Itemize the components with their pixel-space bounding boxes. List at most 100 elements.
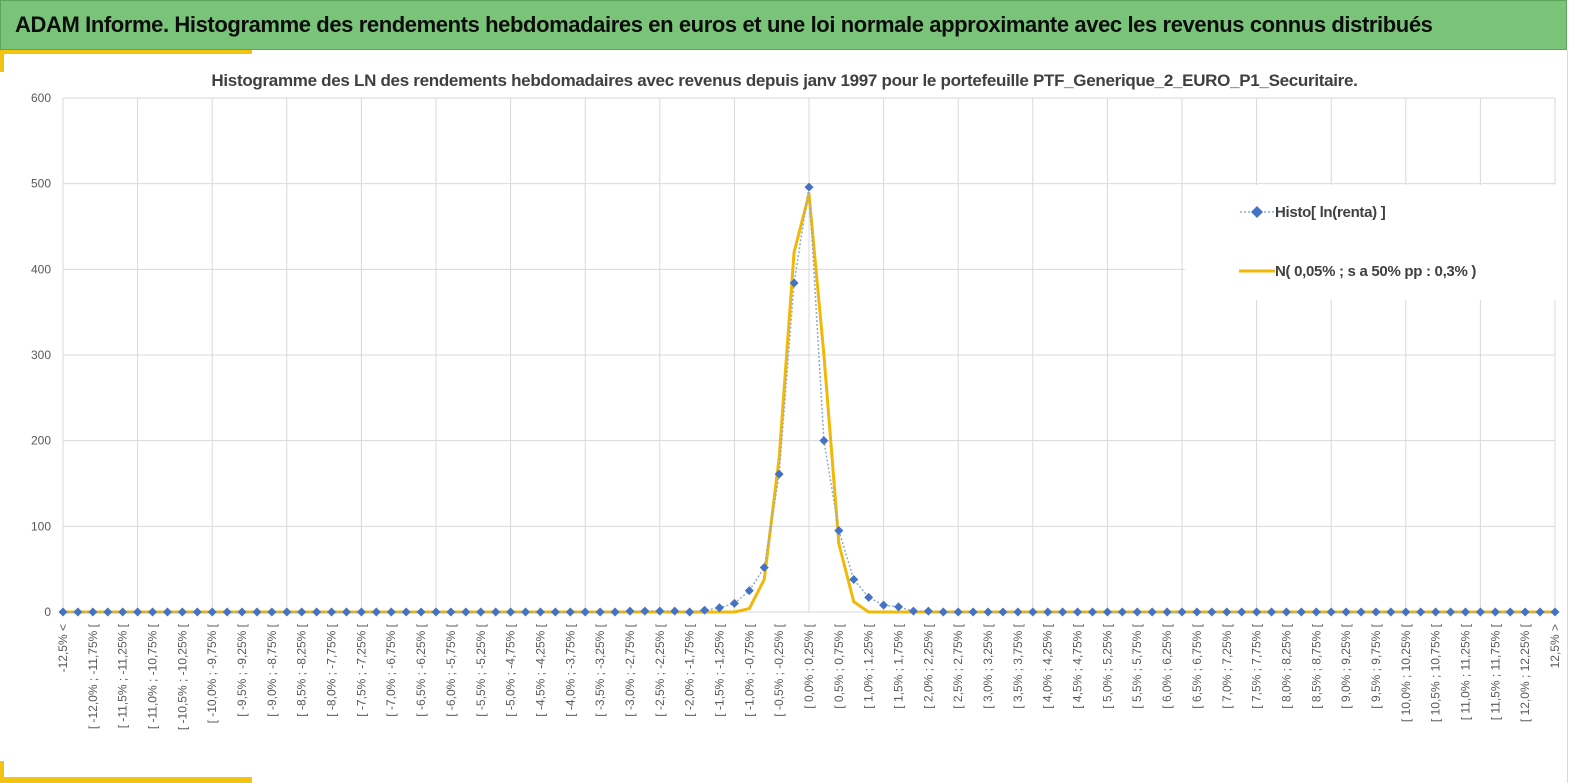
data-point-histo [192,607,202,617]
data-point-histo [401,607,411,617]
data-point-histo [1371,607,1381,617]
data-point-histo [1281,607,1291,617]
x-tick-label: [ 7,0% ; 7,25% [ [1220,623,1234,708]
x-tick-label: [ 1,5% ; 1,75% [ [892,623,906,708]
data-point-histo [327,607,337,617]
data-point-histo [476,607,486,617]
x-tick-label: [ -3,5% ; -3,25% [ [593,623,607,716]
data-point-histo [1073,607,1083,617]
data-point-histo [849,574,859,584]
x-tick-label: [ 5,5% ; 5,75% [ [1130,623,1144,708]
accent-corner-bottom [0,761,4,783]
data-point-histo [237,607,247,617]
x-tick-label: [ 6,0% ; 6,25% [ [1160,623,1174,708]
x-tick-label: [ -5,5% ; -5,25% [ [474,623,488,716]
legend-item-normal: N( 0,05% ; s a 50% pp : 0,3% ) [1185,261,1476,281]
data-point-histo [1192,607,1202,617]
data-point-histo [386,607,396,617]
data-point-histo [1386,607,1396,617]
data-point-histo [371,607,381,617]
data-point-histo [1222,607,1232,617]
data-point-histo [998,607,1008,617]
data-point-histo [1341,607,1351,617]
data-point-histo [759,562,769,572]
x-tick-label: [ 0,0% ; 0,25% [ [802,623,816,708]
data-point-histo [73,607,83,617]
data-point-histo [103,607,113,617]
data-point-histo [714,603,724,613]
chart-title: Histogramme des LN des rendements hebdom… [211,71,1358,90]
x-tick-label: [ -6,5% ; -6,25% [ [414,623,428,716]
data-point-histo [1177,607,1187,617]
x-tick-label: [ -7,0% ; -6,75% [ [384,623,398,716]
data-point-histo [1520,607,1530,617]
data-point-histo [1147,607,1157,617]
x-tick-label: [ 3,5% ; 3,75% [ [1011,623,1025,708]
data-point-histo [1535,607,1545,617]
x-tick-label: [ -4,0% ; -3,75% [ [563,623,577,716]
data-point-histo [1132,607,1142,617]
data-point-histo [968,607,978,617]
x-tick-label: [ 0,5% ; 0,75% [ [832,623,846,708]
x-tick-label: [ -0,5% ; -0,25% [ [772,623,786,716]
x-tick-label: [ -6,0% ; -5,75% [ [444,623,458,716]
x-tick-label: [ -5,0% ; -4,75% [ [504,623,518,716]
data-point-histo [1296,607,1306,617]
data-point-histo [864,592,874,602]
legend-label-normal: N( 0,05% ; s a 50% pp : 0,3% ) [1275,262,1477,280]
x-tick-label: [ 10,5% ; 10,75% [ [1429,623,1443,722]
data-point-histo [1401,607,1411,617]
data-point-histo [804,182,814,192]
data-point-histo [1311,607,1321,617]
x-tick-label: [ 3,0% ; 3,25% [ [981,623,995,708]
data-point-histo [491,607,501,617]
data-point-histo [252,607,262,617]
x-tick-label: [ -8,0% ; -7,75% [ [325,623,339,716]
data-point-histo [1058,607,1068,617]
x-tick-label: [ -2,0% ; -1,75% [ [683,623,697,716]
y-tick-label: 200 [31,434,51,448]
legend-swatch-normal [1239,269,1275,273]
x-tick-label: [ -11,5% ; -11,25% [ [116,623,130,728]
data-point-histo [894,602,904,612]
data-point-histo [1162,607,1172,617]
accent-bar-bottom [0,777,252,783]
data-point-histo [834,526,844,536]
data-point-histo [640,606,650,616]
data-point-histo [729,598,739,608]
x-tick-label: [ -11,0% ; -10,75% [ [146,623,160,729]
data-point-histo [625,606,635,616]
series-line-histo [63,186,1555,613]
x-tick-label: [ 4,5% ; 4,75% [ [1071,623,1085,708]
data-point-histo [535,607,545,617]
x-tick-label: [ -7,5% ; -7,25% [ [354,623,368,716]
y-tick-label: 400 [31,262,51,276]
data-point-histo [521,607,531,617]
y-tick-label: 500 [31,177,51,191]
y-tick-label: 0 [44,605,51,619]
data-point-histo [744,586,754,596]
x-tick-label: [ -1,0% ; -0,75% [ [742,623,756,716]
page-title: ADAM Informe. Histogramme des rendements… [15,12,1433,37]
x-tick-label: [ 11,5% ; 11,75% [ [1488,623,1502,720]
data-point-histo [1207,607,1217,617]
data-point-histo [118,607,128,617]
x-tick-label: [ 2,0% ; 2,25% [ [921,623,935,708]
data-point-histo [1475,607,1485,617]
x-tick-label: [ -10,5% ; -10,25% [ [175,623,189,730]
data-point-histo [819,436,829,446]
data-point-histo [506,607,516,617]
data-point-histo [461,607,471,617]
data-point-histo [341,607,351,617]
legend-label-histo: Histo[ ln(renta) ] [1275,203,1386,221]
data-point-histo [1550,607,1560,617]
data-point-histo [207,607,217,617]
data-point-histo [133,607,143,617]
x-tick-label: [ 8,5% ; 8,75% [ [1309,623,1323,708]
data-point-histo [774,469,784,479]
data-point-histo [312,607,322,617]
data-point-histo [580,607,590,617]
data-point-histo [1028,607,1038,617]
data-point-histo [595,607,605,617]
data-point-histo [789,278,799,288]
